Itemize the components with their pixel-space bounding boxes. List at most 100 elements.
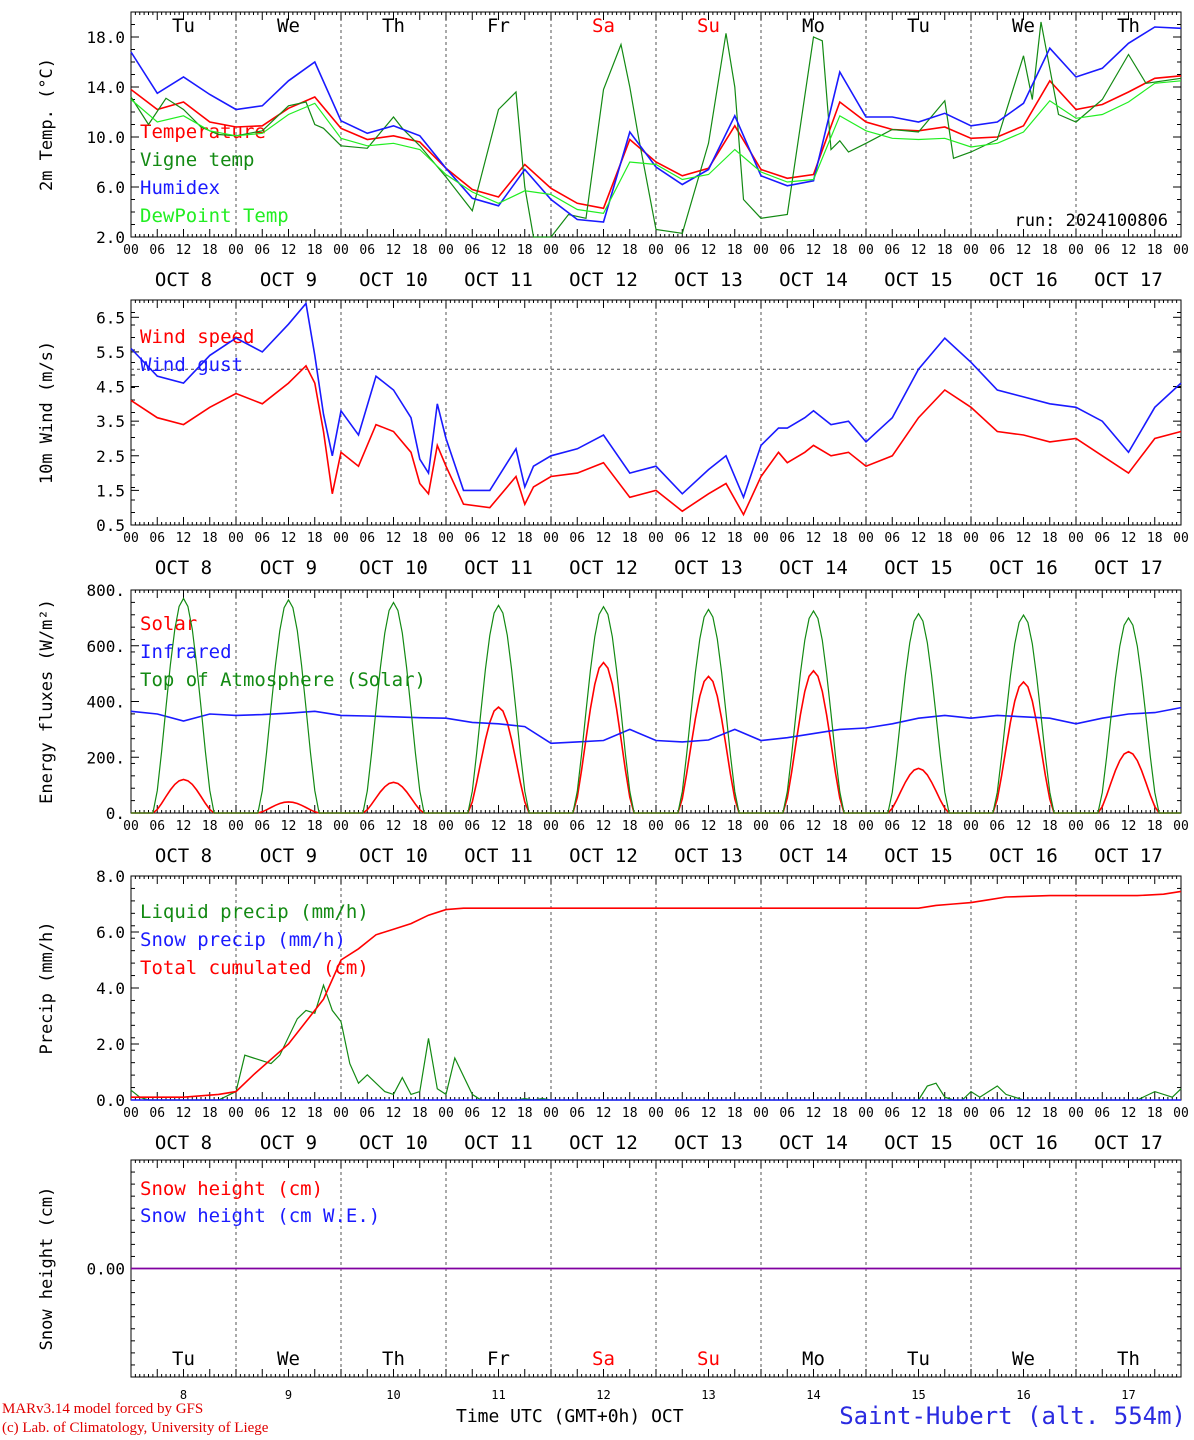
hour-tick-label: 00 <box>753 819 769 834</box>
weekday-label: Th <box>382 1348 405 1370</box>
hour-tick-label: 06 <box>989 243 1005 258</box>
hour-tick-label: 18 <box>727 531 743 546</box>
hour-tick-label: 00 <box>228 819 244 834</box>
hour-tick-label: 12 <box>1121 531 1137 546</box>
y-tick-label: 1.5 <box>96 481 125 500</box>
hour-tick-label: 18 <box>622 1106 638 1121</box>
hour-tick-label: 18 <box>832 243 848 258</box>
y-tick-label: 200. <box>86 748 125 767</box>
weekday-label: We <box>1012 1348 1035 1370</box>
hour-tick-label: 12 <box>911 819 927 834</box>
weekday-label: Sa <box>592 1348 615 1370</box>
hour-tick-label: 12 <box>491 531 507 546</box>
hour-tick-label: 12 <box>176 531 192 546</box>
hour-tick-label: 18 <box>307 243 323 258</box>
date-label: OCT 8 <box>155 845 212 867</box>
series-line <box>130 983 1182 1101</box>
date-label: OCT 9 <box>260 557 317 579</box>
weekday-label: Tu <box>172 1348 195 1370</box>
y-tick-label: 6.5 <box>96 308 125 327</box>
series-line <box>131 597 1181 814</box>
hour-tick-label: 12 <box>281 819 297 834</box>
hour-tick-label: 12 <box>1016 531 1032 546</box>
date-label: OCT 15 <box>884 557 953 579</box>
hour-tick-label: 18 <box>1147 819 1163 834</box>
hour-tick-label: 18 <box>1042 1106 1058 1121</box>
day-number: 8 <box>180 1388 187 1402</box>
series-line <box>131 890 1182 1098</box>
hour-tick-label: 00 <box>963 531 979 546</box>
series-line <box>130 364 1182 517</box>
hour-tick-label: 00 <box>123 1106 139 1121</box>
hour-tick-label: 06 <box>674 1106 690 1121</box>
hour-tick-label: 12 <box>176 819 192 834</box>
date-label: OCT 8 <box>155 269 212 291</box>
date-label: OCT 16 <box>989 269 1058 291</box>
hour-tick-label: 06 <box>254 243 270 258</box>
hour-tick-label: 18 <box>832 531 848 546</box>
hour-tick-label: 06 <box>1094 1106 1110 1121</box>
y-tick-label: 600. <box>86 637 125 656</box>
hour-tick-label: 00 <box>963 243 979 258</box>
date-label: OCT 12 <box>569 1132 638 1154</box>
y-tick-label: 0.0 <box>96 1091 125 1110</box>
hour-tick-label: 00 <box>228 243 244 258</box>
hour-tick-label: 18 <box>937 819 953 834</box>
weekday-label: We <box>1012 15 1035 37</box>
legend-entry: Vigne temp <box>140 149 254 171</box>
y-axis-label: 10m Wind (m/s) <box>37 341 57 484</box>
hour-tick-label: 12 <box>491 243 507 258</box>
weekday-label: Tu <box>907 1348 930 1370</box>
hour-tick-label: 18 <box>412 243 428 258</box>
hour-tick-label: 06 <box>884 531 900 546</box>
date-label: OCT 15 <box>884 269 953 291</box>
hour-tick-label: 18 <box>1147 243 1163 258</box>
footer-model-credit: MARv3.14 model forced by GFS <box>2 1401 204 1417</box>
hour-tick-label: 18 <box>307 531 323 546</box>
date-label: OCT 10 <box>359 845 428 867</box>
hour-tick-label: 00 <box>333 819 349 834</box>
hour-tick-label: 12 <box>806 243 822 258</box>
weekday-label: Th <box>1117 15 1140 37</box>
panel-1: 2.0 6.0 10.0 14.0 18.0 2m Temp. (°C) 00 06 12 18 0… <box>37 11 1189 291</box>
hour-tick-label: 00 <box>1173 531 1189 546</box>
hour-tick-label: 00 <box>438 531 454 546</box>
date-label: OCT 13 <box>674 557 743 579</box>
date-label: OCT 14 <box>779 1132 848 1154</box>
series-line <box>130 80 1182 214</box>
day-number: 9 <box>285 1388 292 1402</box>
hour-tick-label: 18 <box>937 531 953 546</box>
panel-4: 0.0 2.0 4.0 6.0 8.0 Precip (mm/h) 00 06 12 18 00 06… <box>37 867 1189 1154</box>
hour-tick-label: 12 <box>1016 243 1032 258</box>
weekday-label: Mo <box>802 1348 825 1370</box>
hour-tick-label: 06 <box>569 243 585 258</box>
footer-lab-credit: (c) Lab. of Climatology, University of L… <box>2 1420 269 1436</box>
legend-entry: Wind gust <box>140 354 243 376</box>
date-label: OCT 12 <box>569 845 638 867</box>
hour-tick-label: 06 <box>779 531 795 546</box>
hour-tick-label: 06 <box>359 819 375 834</box>
hour-tick-label: 12 <box>386 1106 402 1121</box>
hour-tick-label: 00 <box>543 819 559 834</box>
y-tick-label: 14.0 <box>86 78 125 97</box>
legend-entry: Infrared <box>140 641 232 663</box>
hour-tick-label: 00 <box>963 819 979 834</box>
y-tick-label: 0.00 <box>86 1260 125 1279</box>
y-tick-label: 2.0 <box>96 228 125 247</box>
hour-tick-label: 06 <box>359 243 375 258</box>
date-label: OCT 11 <box>464 845 533 867</box>
hour-tick-label: 12 <box>1016 1106 1032 1121</box>
legend-entry: Temperature <box>140 121 266 143</box>
day-number: 11 <box>491 1388 505 1402</box>
hour-tick-label: 12 <box>596 819 612 834</box>
legend-entry: Liquid precip (mm/h) <box>140 901 369 923</box>
hour-tick-label: 00 <box>963 1106 979 1121</box>
legend-entry: Total cumulated (cm) <box>140 957 369 979</box>
y-axis-label: Precip (mm/h) <box>37 921 57 1054</box>
hour-tick-label: 00 <box>543 1106 559 1121</box>
hour-tick-label: 12 <box>491 1106 507 1121</box>
hour-tick-label: 18 <box>412 1106 428 1121</box>
hour-tick-label: 00 <box>438 1106 454 1121</box>
date-label: OCT 9 <box>260 845 317 867</box>
hour-tick-label: 06 <box>149 1106 165 1121</box>
